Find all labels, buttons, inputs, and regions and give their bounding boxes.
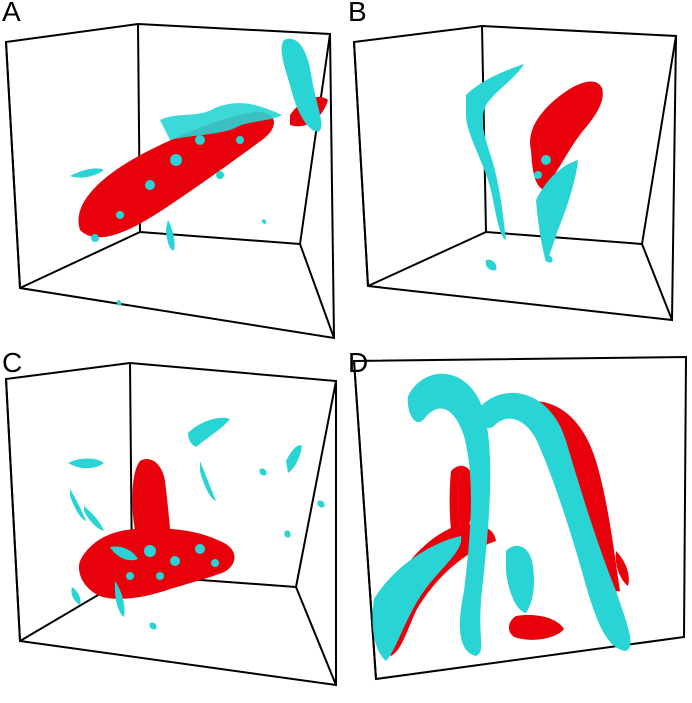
cyan-vortex-structure [68,417,325,630]
panel-b: B [346,0,692,351]
bounding-box [352,355,688,681]
panel-a: A [0,0,346,351]
panel-d-render [352,355,688,681]
cyan-vortex-structure [372,373,631,661]
panel-label: B [348,0,367,27]
panel-label: C [2,347,23,378]
red-vortex-structure [78,459,235,599]
panel-label: A [2,0,21,27]
panel-a-render [4,22,336,340]
cyan-vortex-structure [70,38,322,306]
panel-label: D [348,347,369,378]
panel-d: D [346,347,692,702]
cyan-vortex-structure [466,64,578,271]
panel-c: C [0,347,346,702]
bounding-box [4,22,336,340]
panel-b-render [352,24,678,322]
bounding-box [352,24,678,322]
panel-c-render [4,361,337,687]
bounding-box [4,361,337,687]
